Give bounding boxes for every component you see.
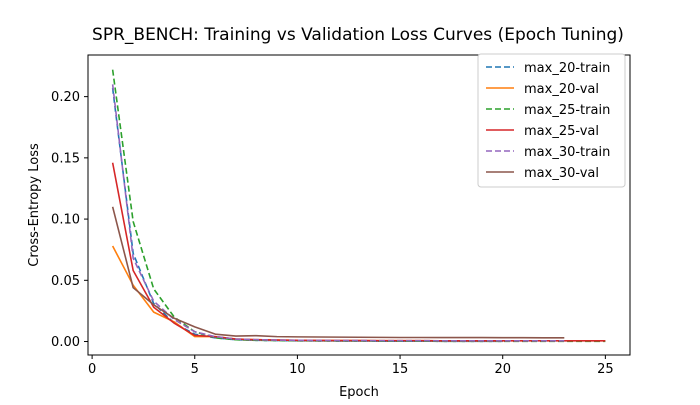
legend-box xyxy=(477,53,626,188)
series-line-max_30-val xyxy=(111,206,565,339)
plot-frame xyxy=(87,54,631,356)
legend-label: max_20-val xyxy=(524,82,599,97)
y-tick-label: 0.15 xyxy=(51,151,80,166)
x-tick-label: 10 xyxy=(289,362,306,377)
legend-label: max_25-val xyxy=(524,124,599,139)
legend: max_20-train max_20-val max_25-train max_25… xyxy=(477,53,626,188)
x-axis-ticks: 0 5 10 15 20 25 xyxy=(88,355,614,377)
legend-label: max_30-train xyxy=(524,145,610,160)
legend-label: max_25-train xyxy=(524,103,610,118)
x-tick-label: 15 xyxy=(392,362,409,377)
legend-label: max_30-val xyxy=(524,166,599,181)
y-tick-label: 0.10 xyxy=(51,213,80,228)
x-tick-label: 20 xyxy=(494,362,511,377)
y-axis-ticks: 0.00 0.05 0.10 0.15 0.20 xyxy=(51,90,88,350)
x-tick-label: 5 xyxy=(191,362,199,377)
y-tick-label: 0.00 xyxy=(51,335,80,350)
x-tick-label: 25 xyxy=(597,362,614,377)
series-line-max_30-train xyxy=(111,84,565,342)
y-tick-label: 0.20 xyxy=(51,90,80,105)
y-tick-label: 0.05 xyxy=(51,274,80,289)
chart-title: SPR_BENCH: Training vs Validation Loss C… xyxy=(92,25,624,45)
x-axis-label: Epoch xyxy=(339,385,379,400)
y-axis-label: Cross-Entropy Loss xyxy=(27,143,42,267)
series-lines xyxy=(111,69,606,343)
x-tick-label: 0 xyxy=(88,362,96,377)
legend-label: max_20-train xyxy=(524,61,610,76)
